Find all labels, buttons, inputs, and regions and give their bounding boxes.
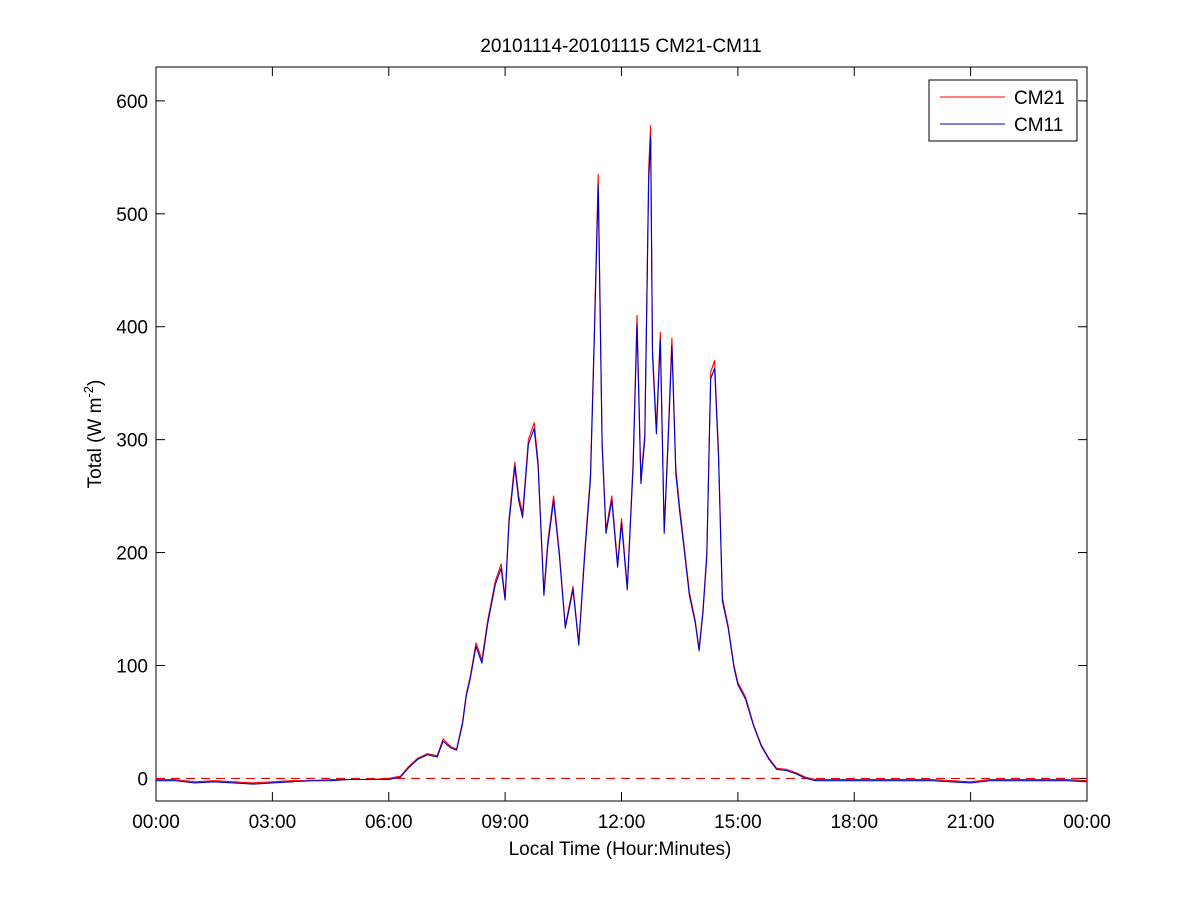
y-tick-label: 600 xyxy=(116,92,148,113)
y-axis-label: Total (W m-2) xyxy=(81,380,106,489)
x-axis-label: Local Time (Hour:Minutes) xyxy=(509,839,732,860)
x-tick-label: 06:00 xyxy=(365,812,413,833)
y-tick-label: 400 xyxy=(116,318,148,339)
series-lines xyxy=(156,125,1088,785)
x-tick-label: 00:00 xyxy=(132,812,180,833)
plot-area xyxy=(155,66,1088,802)
y-tick-label: 500 xyxy=(116,205,148,226)
x-tick-labels: 00:00 03:00 06:00 09:00 12:00 15:00 18:00 21:00… xyxy=(132,812,1111,833)
x-tick-label: 21:00 xyxy=(947,812,995,833)
y-tick-labels: 0 100 200 300 400 500 600 xyxy=(116,92,148,791)
legend-box xyxy=(928,79,1078,142)
y-tick-label: 0 xyxy=(137,769,148,790)
series-line-cm11 xyxy=(156,136,1088,785)
y-tick-label: 100 xyxy=(116,656,148,677)
legend-label-cm11: CM11 xyxy=(1014,115,1063,136)
x-tick-label: 15:00 xyxy=(714,812,762,833)
y-tick-label: 200 xyxy=(116,544,148,565)
x-tick-label: 18:00 xyxy=(830,812,878,833)
x-tick-label: 09:00 xyxy=(481,812,529,833)
y-tick-label: 300 xyxy=(116,431,148,452)
x-tick-label: 03:00 xyxy=(249,812,297,833)
y-axis-label-superscript: -2 xyxy=(81,386,96,398)
y-axis-label-main: Total (W m xyxy=(85,398,106,489)
x-tick-label: 12:00 xyxy=(598,812,646,833)
legend-label-cm21: CM21 xyxy=(1014,88,1065,109)
x-tick-label: 00:00 xyxy=(1063,812,1111,833)
chart-title: 20101114-20101115 CM21-CM11 xyxy=(480,36,761,57)
legend: CM21 CM11 xyxy=(928,79,1078,142)
y-axis-label-close: ) xyxy=(85,380,106,386)
